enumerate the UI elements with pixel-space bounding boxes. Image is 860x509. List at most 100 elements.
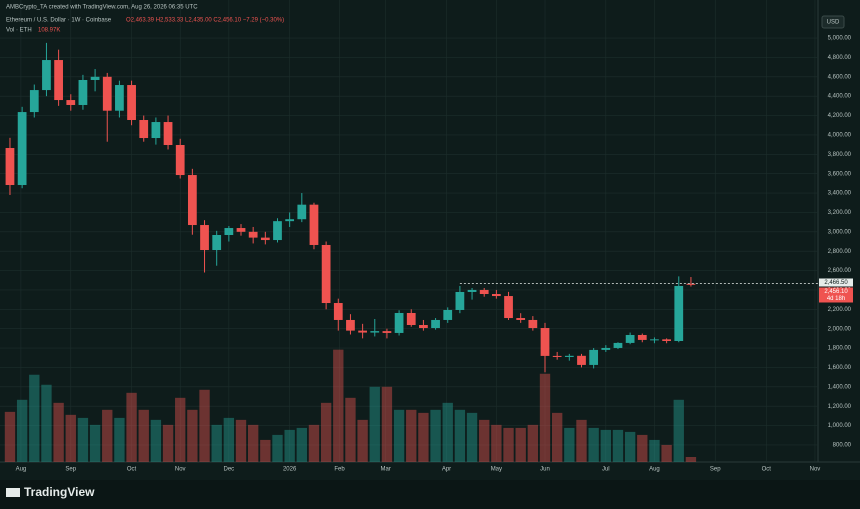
candle-body bbox=[248, 231, 258, 238]
volume-bar bbox=[284, 429, 295, 462]
candle-body bbox=[650, 339, 659, 341]
volume-bar bbox=[369, 386, 380, 462]
volume-bar bbox=[673, 399, 684, 462]
volume-bar bbox=[661, 444, 672, 462]
x-tick-label: 2026 bbox=[283, 467, 297, 473]
volume-bar bbox=[418, 412, 429, 462]
volume-bar bbox=[564, 427, 575, 462]
candle-body bbox=[29, 90, 39, 113]
volume-bar bbox=[126, 392, 137, 462]
price-line-badge bbox=[819, 278, 853, 287]
y-tick-label: 2,800.00 bbox=[828, 249, 852, 255]
candle-body bbox=[321, 244, 331, 304]
y-tick-label: 1,000.00 bbox=[828, 423, 852, 429]
volume-bar bbox=[162, 424, 174, 462]
candle-body bbox=[90, 76, 100, 80]
volume-bar bbox=[187, 409, 198, 462]
candle-body bbox=[151, 122, 161, 139]
candle-body bbox=[382, 331, 392, 333]
volume-bar bbox=[102, 409, 113, 462]
brand: TradingView bbox=[24, 485, 95, 499]
volume-bar bbox=[175, 397, 186, 462]
volume-header: Vol · ETH bbox=[6, 28, 32, 34]
candle-body bbox=[431, 319, 440, 329]
y-tick-label: 1,800.00 bbox=[828, 346, 852, 352]
symbol: Ethereum / U.S. Dollar · 1W · Coinbase bbox=[6, 18, 112, 24]
candle-body bbox=[370, 331, 380, 333]
volume-value: 108.97K bbox=[38, 28, 60, 34]
y-tick-label: 1,400.00 bbox=[828, 384, 852, 390]
volume-bar bbox=[491, 424, 502, 462]
volume-bar bbox=[65, 414, 76, 462]
candle-body bbox=[127, 85, 136, 121]
footer bbox=[0, 480, 860, 509]
volume-bar bbox=[272, 434, 283, 462]
volume-bar bbox=[685, 456, 697, 462]
candle-body bbox=[406, 312, 416, 326]
creator: AMBCrypto_TA created with TradingView.co… bbox=[6, 5, 198, 11]
y-tick-label: 3,000.00 bbox=[828, 229, 852, 235]
currency-box bbox=[821, 15, 845, 29]
volume-bar bbox=[333, 349, 344, 462]
volume-bar bbox=[406, 409, 417, 462]
candle-body bbox=[236, 228, 246, 232]
candle-body bbox=[540, 328, 550, 356]
volume-bar bbox=[454, 409, 466, 462]
y-tick-label: 2,600.00 bbox=[828, 268, 852, 274]
volume-bar bbox=[247, 424, 259, 462]
candle-body bbox=[358, 330, 367, 333]
volume-bar bbox=[260, 439, 271, 462]
volume-bar bbox=[503, 427, 514, 462]
candle-body bbox=[491, 294, 501, 297]
ohlc-header: O2,463.39 H2,533.33 L2,435.00 C2,456.10 … bbox=[126, 18, 284, 24]
candle-body bbox=[224, 228, 234, 236]
volume-bar bbox=[576, 419, 587, 462]
y-tick-label: 3,800.00 bbox=[828, 152, 852, 158]
candles bbox=[5, 42, 696, 373]
candle-body bbox=[42, 60, 51, 91]
candle-body bbox=[78, 79, 88, 105]
candle-body bbox=[54, 60, 63, 101]
volume-bar bbox=[637, 434, 648, 462]
candle-body bbox=[346, 319, 355, 331]
x-tick-label: Sep bbox=[710, 467, 721, 473]
x-tick-label: Nov bbox=[175, 467, 186, 473]
volume-bar bbox=[41, 384, 52, 462]
candle-body bbox=[516, 318, 526, 320]
candle-body bbox=[17, 112, 27, 186]
volume-bar bbox=[612, 429, 624, 462]
candle-body bbox=[552, 355, 562, 357]
candle-body bbox=[504, 296, 513, 319]
candle-body bbox=[273, 221, 282, 241]
candle-body bbox=[528, 319, 538, 329]
candle-body bbox=[613, 342, 623, 348]
volume-pane bbox=[4, 349, 697, 462]
y-tick-label: 1,600.00 bbox=[828, 365, 852, 371]
candle-body bbox=[115, 85, 124, 111]
volume-bar bbox=[551, 412, 563, 462]
volume-bar bbox=[77, 417, 89, 462]
volume-bar bbox=[649, 439, 660, 462]
x-tick-label: Apr bbox=[442, 467, 451, 473]
candle-body bbox=[419, 325, 428, 329]
y-tick-label: 4,800.00 bbox=[828, 55, 852, 61]
candle-body bbox=[686, 283, 696, 285]
x-tick-label: Sep bbox=[65, 467, 76, 473]
candle-body bbox=[175, 144, 185, 176]
last-price-label: 2,456.10 bbox=[824, 289, 848, 295]
volume-bar bbox=[393, 409, 405, 462]
candle-body bbox=[577, 355, 586, 365]
volume-bar bbox=[539, 373, 551, 462]
y-tick-label: 1,200.00 bbox=[828, 404, 852, 410]
candle-body bbox=[394, 312, 404, 333]
volume-bar bbox=[320, 402, 332, 462]
x-tick-label: May bbox=[491, 467, 502, 473]
volume-bar bbox=[150, 419, 162, 462]
candle-body bbox=[187, 175, 197, 226]
x-tick-label: Oct bbox=[762, 467, 772, 473]
candle-body bbox=[297, 204, 307, 220]
candle-body bbox=[455, 291, 465, 310]
volume-bar bbox=[527, 424, 539, 462]
candle-body bbox=[102, 76, 112, 111]
